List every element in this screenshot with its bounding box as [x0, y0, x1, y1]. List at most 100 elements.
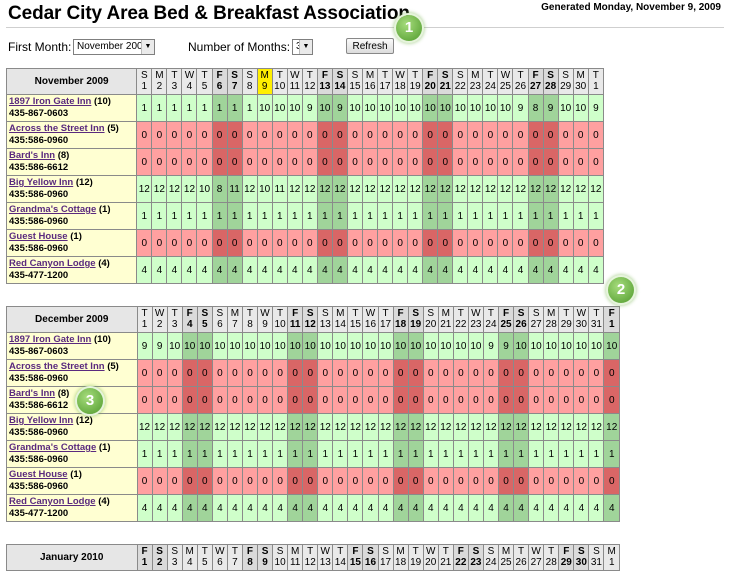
availability-cell: 0	[603, 386, 620, 414]
availability-cell: 4	[241, 494, 259, 522]
inn-room-count: (5)	[107, 361, 119, 372]
day-of-week: W	[260, 308, 270, 319]
availability-cell: 10	[377, 94, 394, 122]
availability-cell: 0	[377, 148, 394, 176]
availability-cell: 0	[542, 121, 559, 149]
availability-cell: 10	[256, 175, 273, 203]
day-date: 30	[575, 318, 587, 330]
chevron-down-icon[interactable]: ▼	[299, 40, 312, 54]
availability-cell: 0	[392, 229, 409, 257]
num-months-select[interactable]: 3 ▼	[292, 39, 313, 55]
availability-cell: 4	[377, 494, 394, 522]
availability-cell: 10	[346, 94, 364, 122]
inn-link[interactable]: Guest House	[9, 469, 68, 480]
inn-link[interactable]: 1897 Iron Gate Inn	[9, 96, 92, 107]
availability-cell: 0	[377, 121, 394, 149]
availability-cell: 0	[467, 467, 484, 495]
availability-cell: 0	[527, 121, 544, 149]
availability-cell: 0	[558, 386, 575, 414]
inn-link[interactable]: 1897 Iron Gate Inn	[9, 334, 92, 345]
day-of-week: T	[246, 308, 254, 319]
availability-cell: 10	[528, 332, 545, 360]
inn-link[interactable]: Grandma's Cottage	[9, 204, 97, 215]
inn-name-line: Red Canyon Lodge (4)	[9, 496, 136, 508]
day-of-week: W	[320, 546, 330, 557]
day-of-week: W	[154, 308, 165, 319]
availability-cell: 12	[588, 413, 605, 441]
inn-link[interactable]: Across the Street Inn	[9, 361, 105, 372]
inn-link[interactable]: Bard's Inn	[9, 150, 56, 161]
day-of-week: S	[382, 546, 389, 557]
availability-cell: 0	[512, 148, 529, 176]
day-date: 28	[545, 80, 557, 92]
inn-link[interactable]: Bard's Inn	[9, 388, 56, 399]
availability-cell: 12	[407, 413, 424, 441]
availability-cell: 4	[286, 256, 303, 284]
day-date: 26	[515, 318, 527, 330]
day-of-week: S	[547, 70, 554, 81]
inn-link[interactable]: Across the Street Inn	[9, 123, 105, 134]
day-header: T 10	[272, 306, 289, 333]
availability-cell: 1	[512, 202, 529, 230]
inn-link[interactable]: Guest House	[9, 231, 68, 242]
inn-room-count: (4)	[98, 496, 110, 507]
availability-cell: 12	[241, 413, 259, 441]
availability-cell: 0	[497, 359, 515, 387]
inn-phone: 435:586-0960	[9, 216, 69, 227]
availability-cell: 9	[512, 94, 529, 122]
availability-cell: 0	[543, 386, 560, 414]
refresh-button[interactable]: Refresh	[346, 38, 394, 54]
availability-cell: 10	[422, 332, 439, 360]
day-header: M 28	[543, 306, 560, 333]
inn-row: Grandma's Cottage (1) 435:586-0960 1 1 1 1 1 1 1…	[5, 202, 605, 230]
availability-cell: 0	[497, 229, 514, 257]
inn-link[interactable]: Red Canyon Lodge	[9, 258, 96, 269]
day-date: 31	[590, 556, 602, 568]
availability-cell: 12	[422, 175, 439, 203]
availability-cell: 0	[467, 386, 484, 414]
availability-cell: 4	[332, 494, 349, 522]
availability-cell: 0	[573, 386, 590, 414]
inn-phone: 435:586-6612	[9, 400, 69, 411]
availability-cell: 0	[362, 467, 379, 495]
availability-cell: 0	[226, 121, 243, 149]
availability-cell: 0	[316, 148, 333, 176]
day-date: 28	[545, 556, 557, 568]
first-month-select[interactable]: November 2009 ▼	[73, 39, 155, 55]
inn-link[interactable]: Big Yellow Inn	[9, 415, 74, 426]
day-header: W 18	[392, 68, 409, 95]
inn-link[interactable]: Red Canyon Lodge	[9, 496, 96, 507]
inn-link[interactable]: Big Yellow Inn	[9, 177, 74, 188]
availability-cell: 12	[151, 413, 168, 441]
header-divider	[6, 27, 724, 28]
day-date: 1	[608, 556, 615, 568]
day-header: W 25	[497, 68, 514, 95]
inn-name-line: Grandma's Cottage (1)	[9, 204, 136, 216]
chevron-down-icon[interactable]: ▼	[141, 40, 154, 54]
availability-cell: 4	[256, 256, 273, 284]
availability-cell: 4	[151, 256, 168, 284]
day-of-week: M	[441, 308, 450, 319]
availability-cell: 4	[422, 494, 439, 522]
availability-cell: 4	[497, 256, 514, 284]
day-of-week: M	[547, 308, 556, 319]
inn-room-count: (10)	[94, 334, 111, 345]
availability-cell: 0	[407, 148, 424, 176]
month-name: January 2010	[6, 544, 138, 571]
inn-name-line: 1897 Iron Gate Inn (10)	[9, 334, 136, 346]
day-of-week: T	[201, 70, 208, 81]
day-date: 1	[141, 556, 148, 568]
day-header: T 26	[513, 544, 530, 571]
day-of-week: S	[578, 546, 585, 557]
availability-cell: 0	[543, 359, 560, 387]
availability-cell: 4	[513, 494, 530, 522]
inn-link[interactable]: Grandma's Cottage	[9, 442, 97, 453]
availability-cell: 4	[302, 494, 319, 522]
availability-cell: 0	[482, 386, 500, 414]
day-of-week: W	[471, 308, 481, 319]
availability-cell: 0	[512, 121, 529, 149]
day-date: 15	[349, 318, 361, 330]
availability-cell: 0	[271, 121, 288, 149]
day-header: S 17	[377, 544, 394, 571]
inn-room-count: (8)	[57, 388, 70, 399]
